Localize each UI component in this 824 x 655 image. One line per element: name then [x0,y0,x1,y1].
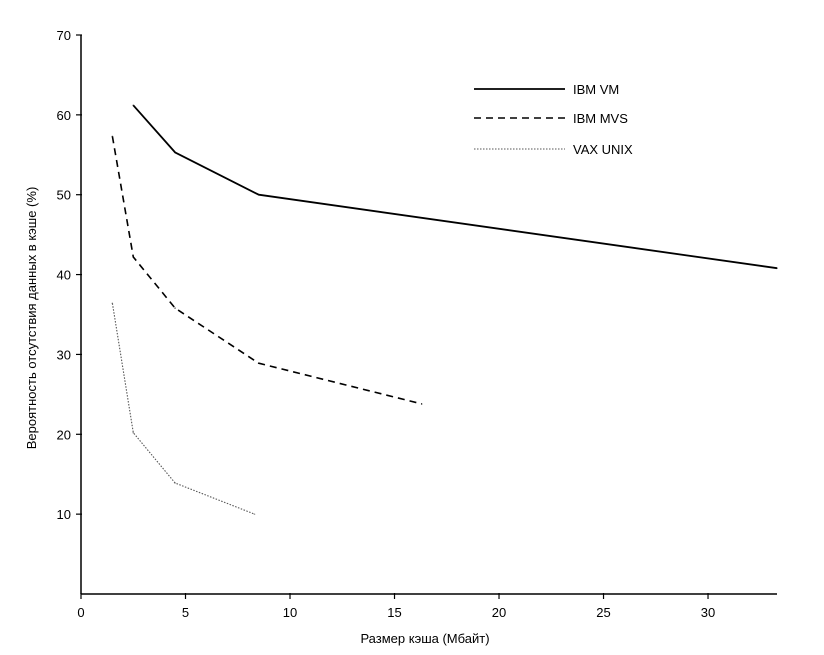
series-ibm-mvs [111,135,423,405]
series-point-vax-unix-0 [111,302,114,305]
x-tick-label-30: 30 [701,605,715,620]
series-point-vax-unix-1 [132,431,135,434]
series-point-ibm-mvs-4 [420,403,423,405]
series-vax-unix [111,302,256,515]
x-tick-label-25: 25 [596,605,610,620]
x-tick-label-5: 5 [182,605,189,620]
series-point-vax-unix-3 [253,513,256,515]
x-ticks: 0 5 10 15 20 25 30 [77,593,715,620]
x-tick-label-10: 10 [283,605,297,620]
series-line-ibm-mvs [111,136,422,405]
series-point-ibm-mvs-2 [174,307,176,309]
series-point-ibm-vm-1 [174,151,176,154]
x-tick-label-0: 0 [77,605,84,620]
legend-item-ibm-vm: IBM VM [474,82,619,97]
y-tick-label-10: 10 [57,507,71,522]
legend: IBM VM IBM MVS VAX UNIX [474,82,633,157]
series-line-vax-unix [111,303,255,515]
legend-label-vax-unix: VAX UNIX [573,142,633,157]
y-tick-label-40: 40 [57,268,71,283]
series-line-ibm-vm [132,104,778,270]
axes [80,35,777,595]
series-layer [111,104,778,515]
y-tick-label-60: 60 [57,108,71,123]
y-tick-label-30: 30 [57,347,71,362]
x-tick-label-15: 15 [387,605,401,620]
y-tick-label-70: 70 [57,28,71,43]
series-point-ibm-vm-0 [132,104,135,107]
y-axis-title: Вероятность отсутствия данных в кэше (%) [24,187,39,450]
series-point-ibm-vm-3 [776,267,778,269]
legend-label-ibm-mvs: IBM MVS [573,111,628,126]
y-tick-label-20: 20 [57,427,71,442]
y-tick-label-50: 50 [57,188,71,203]
legend-label-ibm-vm: IBM VM [573,82,619,97]
series-point-ibm-vm-2 [257,193,260,196]
legend-item-vax-unix: VAX UNIX [474,142,633,157]
x-tick-label-20: 20 [492,605,506,620]
legend-item-ibm-mvs: IBM MVS [474,111,628,126]
y-ticks: 10 20 30 40 50 60 70 [57,28,82,522]
x-axis-title: Размер кэша (Мбайт) [360,631,489,646]
series-point-ibm-mvs-3 [257,362,260,365]
series-ibm-vm [132,104,778,270]
series-point-ibm-mvs-0 [111,135,114,138]
series-point-ibm-mvs-1 [132,256,135,258]
series-point-vax-unix-2 [174,482,176,484]
